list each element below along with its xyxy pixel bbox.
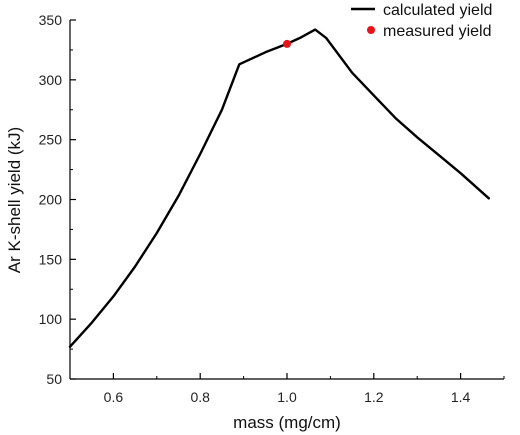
y-tick-label: 50: [46, 371, 62, 387]
y-tick-label: 300: [39, 72, 63, 88]
legend-label-measured: measured yield: [383, 23, 492, 40]
y-tick-label: 100: [39, 311, 63, 327]
x-tick-label: 0.8: [190, 389, 210, 405]
y-axis-title: Ar K-shell yield (kJ): [5, 127, 24, 273]
x-tick-label: 0.6: [104, 389, 124, 405]
legend-dot-measured: [367, 26, 375, 34]
y-tick-label: 350: [39, 12, 63, 28]
plot-frame: [69, 20, 504, 380]
y-tick-label: 150: [39, 251, 63, 267]
x-tick-label: 1.2: [364, 389, 384, 405]
calculated-yield-line: [68, 28, 490, 348]
x-tick-label: 1.0: [277, 389, 297, 405]
x-ticks: 0.6 0.8 1.0 1.2 1.4: [69, 373, 505, 405]
measured-yield-point: [283, 39, 291, 48]
series-layer: [68, 28, 490, 348]
legend: calculated yield measured yield: [351, 2, 492, 40]
y-ticks: 50 100 150 200 250 300 350: [39, 12, 76, 387]
x-tick-label: 1.4: [451, 389, 471, 405]
x-axis-title: mass (mg/cm): [233, 413, 341, 432]
y-tick-label: 200: [39, 192, 63, 208]
y-tick-label: 250: [39, 132, 63, 148]
legend-label-calculated: calculated yield: [383, 2, 492, 19]
